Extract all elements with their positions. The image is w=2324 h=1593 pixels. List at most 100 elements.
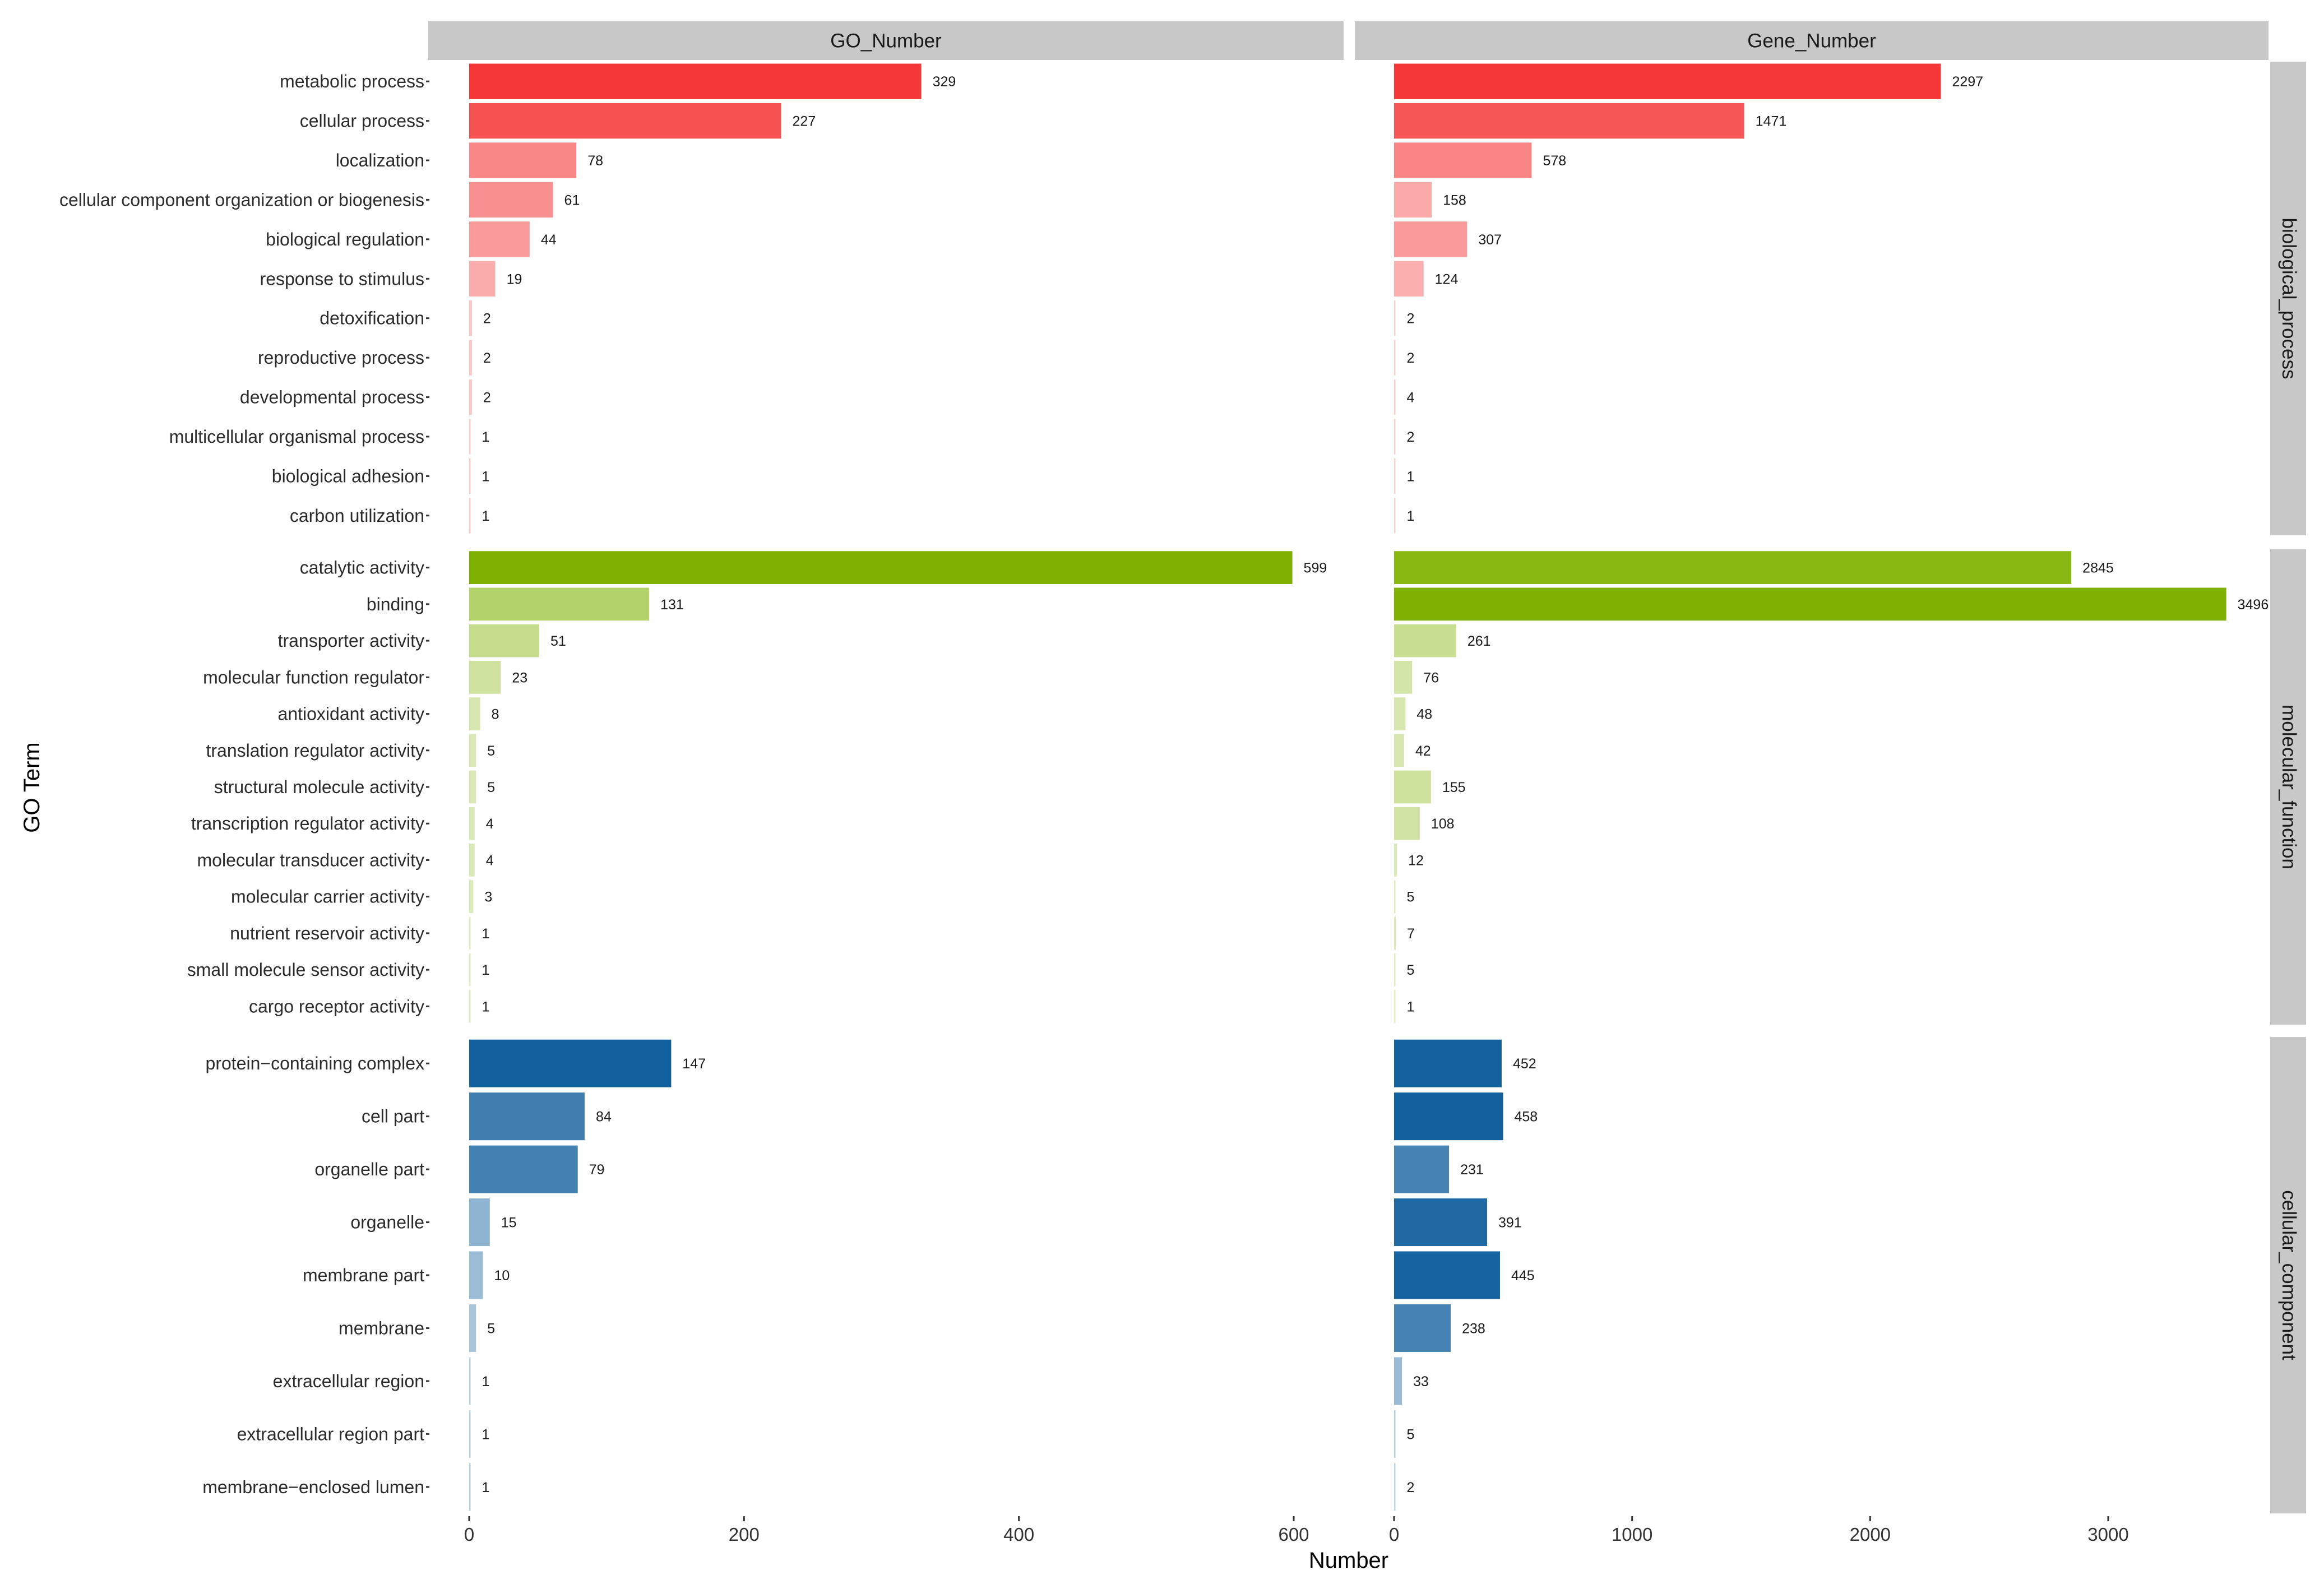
bar-gene-number-reproductive-process bbox=[1394, 340, 1396, 376]
bar-gene-number-catalytic-activity bbox=[1394, 551, 2072, 584]
bar-gene-number-translation-regulator-activity bbox=[1394, 734, 1404, 767]
bar-gene-number-metabolic-process bbox=[1394, 63, 1941, 99]
bar-go-number-biological-regulation bbox=[469, 221, 530, 257]
category-label-catalytic-activity: catalytic activity bbox=[300, 558, 424, 578]
category-label-organelle: organelle bbox=[350, 1212, 424, 1233]
category-label-structural-molecule-activity: structural molecule activity bbox=[214, 777, 424, 797]
bar-gene-number-molecular-carrier-activity bbox=[1394, 880, 1396, 914]
panel-strip-go-number bbox=[428, 21, 1344, 60]
value-label-go-number-detoxification: 2 bbox=[483, 311, 491, 327]
value-label-go-number-transcription-regulator-activity: 4 bbox=[486, 816, 494, 832]
bar-gene-number-transporter-activity bbox=[1394, 624, 1456, 657]
value-label-go-number-metabolic-process: 329 bbox=[933, 74, 956, 90]
bar-gene-number-cellular-process bbox=[1394, 103, 1744, 139]
category-label-transcription-regulator-activity: transcription regulator activity bbox=[191, 813, 424, 833]
category-label-transporter-activity: transporter activity bbox=[278, 631, 424, 651]
value-label-go-number-cellular-process: 227 bbox=[793, 114, 816, 129]
x-tick-label-go-number-200: 200 bbox=[729, 1524, 760, 1545]
value-label-go-number-cell-part: 84 bbox=[596, 1109, 612, 1125]
bar-go-number-response-to-stimulus bbox=[469, 261, 496, 297]
category-label-metabolic-process: metabolic process bbox=[280, 71, 424, 91]
bar-go-number-multicellular-organismal-process bbox=[469, 419, 471, 455]
value-label-go-number-organelle: 15 bbox=[501, 1215, 517, 1231]
value-label-go-number-cargo-receptor-activity: 1 bbox=[482, 999, 490, 1015]
bar-gene-number-extracellular-region-part bbox=[1394, 1410, 1396, 1458]
value-label-go-number-extracellular-region: 1 bbox=[482, 1374, 490, 1390]
group-strip-cellular-component bbox=[2270, 1037, 2306, 1513]
value-label-gene-number-cellular-component-organization-or-biogenesis: 158 bbox=[1443, 192, 1466, 208]
panel-strip-label-go-number: GO_Number bbox=[830, 30, 942, 52]
bar-go-number-cargo-receptor-activity bbox=[469, 990, 471, 1023]
value-label-go-number-organelle-part: 79 bbox=[589, 1162, 605, 1178]
category-label-multicellular-organismal-process: multicellular organismal process bbox=[169, 427, 424, 447]
bar-gene-number-extracellular-region bbox=[1394, 1357, 1402, 1405]
bar-go-number-membrane-part bbox=[469, 1251, 483, 1299]
bar-go-number-detoxification bbox=[469, 300, 472, 336]
bar-go-number-nutrient-reservoir-activity bbox=[469, 916, 471, 950]
bar-go-number-extracellular-region bbox=[469, 1357, 471, 1405]
value-label-go-number-multicellular-organismal-process: 1 bbox=[482, 429, 490, 445]
value-label-gene-number-response-to-stimulus: 124 bbox=[1435, 271, 1459, 287]
bar-gene-number-organelle bbox=[1394, 1198, 1488, 1247]
value-label-go-number-nutrient-reservoir-activity: 1 bbox=[482, 926, 490, 942]
bar-gene-number-multicellular-organismal-process bbox=[1394, 419, 1396, 455]
bar-go-number-structural-molecule-activity bbox=[469, 770, 476, 804]
category-label-cell-part: cell part bbox=[362, 1106, 424, 1127]
category-label-developmental-process: developmental process bbox=[240, 387, 424, 407]
bar-gene-number-membrane-part bbox=[1394, 1251, 1500, 1299]
value-label-go-number-membrane-enclosed-lumen: 1 bbox=[482, 1480, 490, 1495]
value-label-gene-number-cell-part: 458 bbox=[1514, 1109, 1538, 1125]
value-label-go-number-translation-regulator-activity: 5 bbox=[487, 743, 495, 759]
category-label-response-to-stimulus: response to stimulus bbox=[260, 268, 424, 289]
value-label-go-number-transporter-activity: 51 bbox=[550, 633, 566, 649]
value-label-go-number-structural-molecule-activity: 5 bbox=[487, 780, 495, 795]
bar-go-number-small-molecule-sensor-activity bbox=[469, 953, 471, 987]
category-label-extracellular-region: extracellular region bbox=[273, 1371, 424, 1391]
value-label-gene-number-molecular-transducer-activity: 12 bbox=[1408, 853, 1424, 868]
bar-go-number-organelle-part bbox=[469, 1145, 578, 1193]
value-label-go-number-biological-adhesion: 1 bbox=[482, 469, 490, 484]
bar-gene-number-nutrient-reservoir-activity bbox=[1394, 916, 1396, 950]
x-axis-title: Number bbox=[1309, 1548, 1388, 1573]
bar-gene-number-biological-adhesion bbox=[1394, 458, 1396, 494]
value-label-gene-number-catalytic-activity: 2845 bbox=[2082, 561, 2114, 576]
bar-go-number-extracellular-region-part bbox=[469, 1410, 471, 1458]
category-label-detoxification: detoxification bbox=[320, 308, 424, 328]
value-label-gene-number-translation-regulator-activity: 42 bbox=[1415, 743, 1431, 759]
bar-gene-number-cell-part bbox=[1394, 1092, 1503, 1141]
value-label-gene-number-extracellular-region: 33 bbox=[1413, 1374, 1429, 1390]
x-tick-label-gene-number-3000: 3000 bbox=[2087, 1524, 2128, 1545]
value-label-gene-number-multicellular-organismal-process: 2 bbox=[1407, 429, 1415, 445]
bar-go-number-carbon-utilization bbox=[469, 498, 471, 534]
y-axis-title: GO Term bbox=[20, 742, 44, 833]
category-label-biological-adhesion: biological adhesion bbox=[272, 466, 424, 486]
value-label-go-number-reproductive-process: 2 bbox=[483, 350, 491, 366]
bar-go-number-transcription-regulator-activity bbox=[469, 807, 475, 840]
bar-go-number-cellular-component-organization-or-biogenesis bbox=[469, 182, 553, 218]
bar-go-number-catalytic-activity bbox=[469, 551, 1293, 584]
category-label-cargo-receptor-activity: cargo receptor activity bbox=[249, 996, 424, 1016]
value-label-gene-number-protein-containing-complex: 452 bbox=[1513, 1056, 1536, 1072]
bar-go-number-binding bbox=[469, 587, 650, 621]
bar-gene-number-binding bbox=[1394, 587, 2226, 621]
value-label-gene-number-developmental-process: 4 bbox=[1407, 390, 1415, 406]
value-label-go-number-biological-regulation: 44 bbox=[541, 232, 557, 248]
value-label-gene-number-molecular-function-regulator: 76 bbox=[1423, 670, 1439, 686]
value-label-gene-number-biological-regulation: 307 bbox=[1478, 232, 1502, 248]
category-label-binding: binding bbox=[367, 594, 424, 614]
bar-go-number-developmental-process bbox=[469, 379, 472, 415]
bar-go-number-cell-part bbox=[469, 1092, 585, 1141]
panel-strip-label-gene-number: Gene_Number bbox=[1747, 30, 1876, 52]
bar-go-number-translation-regulator-activity bbox=[469, 734, 476, 767]
bar-gene-number-antioxidant-activity bbox=[1394, 697, 1406, 730]
category-label-cellular-component-organization-or-biogenesis: cellular component organization or bioge… bbox=[59, 189, 424, 210]
value-label-go-number-cellular-component-organization-or-biogenesis: 61 bbox=[564, 192, 580, 208]
value-label-go-number-extracellular-region-part: 1 bbox=[482, 1427, 490, 1442]
category-label-membrane-part: membrane part bbox=[303, 1265, 424, 1285]
value-label-gene-number-structural-molecule-activity: 155 bbox=[1442, 780, 1466, 795]
group-strip-molecular-function bbox=[2270, 549, 2306, 1025]
value-label-gene-number-extracellular-region-part: 5 bbox=[1407, 1427, 1415, 1442]
x-tick-label-go-number-400: 400 bbox=[1003, 1524, 1034, 1545]
value-label-gene-number-reproductive-process: 2 bbox=[1407, 350, 1415, 366]
